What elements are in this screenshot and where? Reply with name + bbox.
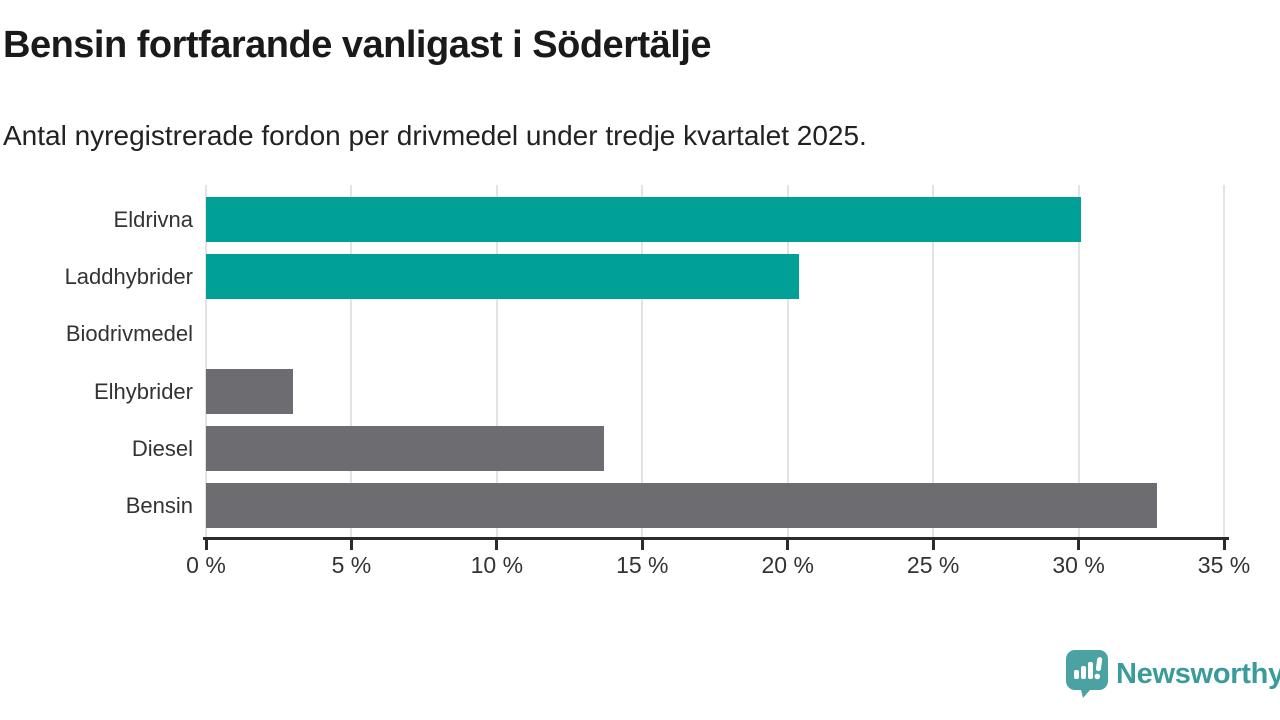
bar-diesel — [206, 425, 605, 471]
x-axis-tick — [931, 540, 935, 550]
x-axis-tick — [1077, 540, 1081, 550]
plot-area — [205, 185, 1225, 537]
category-label: Elhybrider — [93, 378, 193, 404]
gridline — [1077, 185, 1080, 537]
x-axis-tick — [349, 540, 353, 550]
gridline — [1223, 185, 1225, 537]
category-label: Laddhybrider — [64, 264, 193, 290]
x-axis-line — [203, 537, 1229, 540]
category-label: Bensin — [125, 493, 193, 518]
x-axis-tick — [640, 540, 644, 550]
category-label: Biodrivmedel — [65, 321, 193, 347]
gridline — [786, 185, 789, 537]
x-axis-tick — [786, 540, 790, 550]
x-axis-tick-label: 25 % — [906, 552, 960, 578]
page-title: Bensin fortfarande vanligast i Södertälj… — [3, 24, 712, 66]
gridline — [205, 185, 207, 537]
x-axis-tick-label: 10 % — [470, 552, 524, 578]
category-label: Diesel — [131, 435, 193, 461]
x-axis-tick — [495, 540, 499, 550]
x-axis-tick-label: 0 % — [186, 552, 226, 578]
bar-laddhybrider — [206, 254, 800, 300]
bar-elhybrider — [206, 368, 294, 414]
newsworthy-speech-bubble-chart-icon — [1066, 650, 1108, 698]
x-axis-tick-label: 35 % — [1197, 552, 1251, 578]
x-axis-tick-label: 5 % — [331, 552, 372, 578]
gridline — [495, 185, 498, 537]
bar-eldrivna — [206, 197, 1082, 242]
bar-bensin — [206, 483, 1158, 528]
chart-subtitle: Antal nyregistrerade fordon per drivmede… — [3, 120, 867, 151]
newsworthy-logo-link[interactable]: Newsworthy — [1066, 650, 1280, 698]
newsworthy-wordmark: Newsworthy — [1116, 657, 1280, 690]
x-axis-tick-label: 30 % — [1052, 552, 1105, 578]
y-axis-category-labels: Eldrivna Laddhybrider Biodrivmedel Elhybrid… — [0, 185, 193, 537]
gridline — [641, 185, 644, 537]
gridline — [932, 185, 935, 537]
x-axis-tick — [204, 540, 208, 550]
gridline — [350, 185, 353, 537]
category-label: Eldrivna — [113, 207, 193, 232]
x-axis-tick — [1222, 540, 1226, 550]
x-axis-tick-label: 15 % — [616, 552, 669, 578]
x-axis-tick-label: 20 % — [761, 552, 814, 578]
